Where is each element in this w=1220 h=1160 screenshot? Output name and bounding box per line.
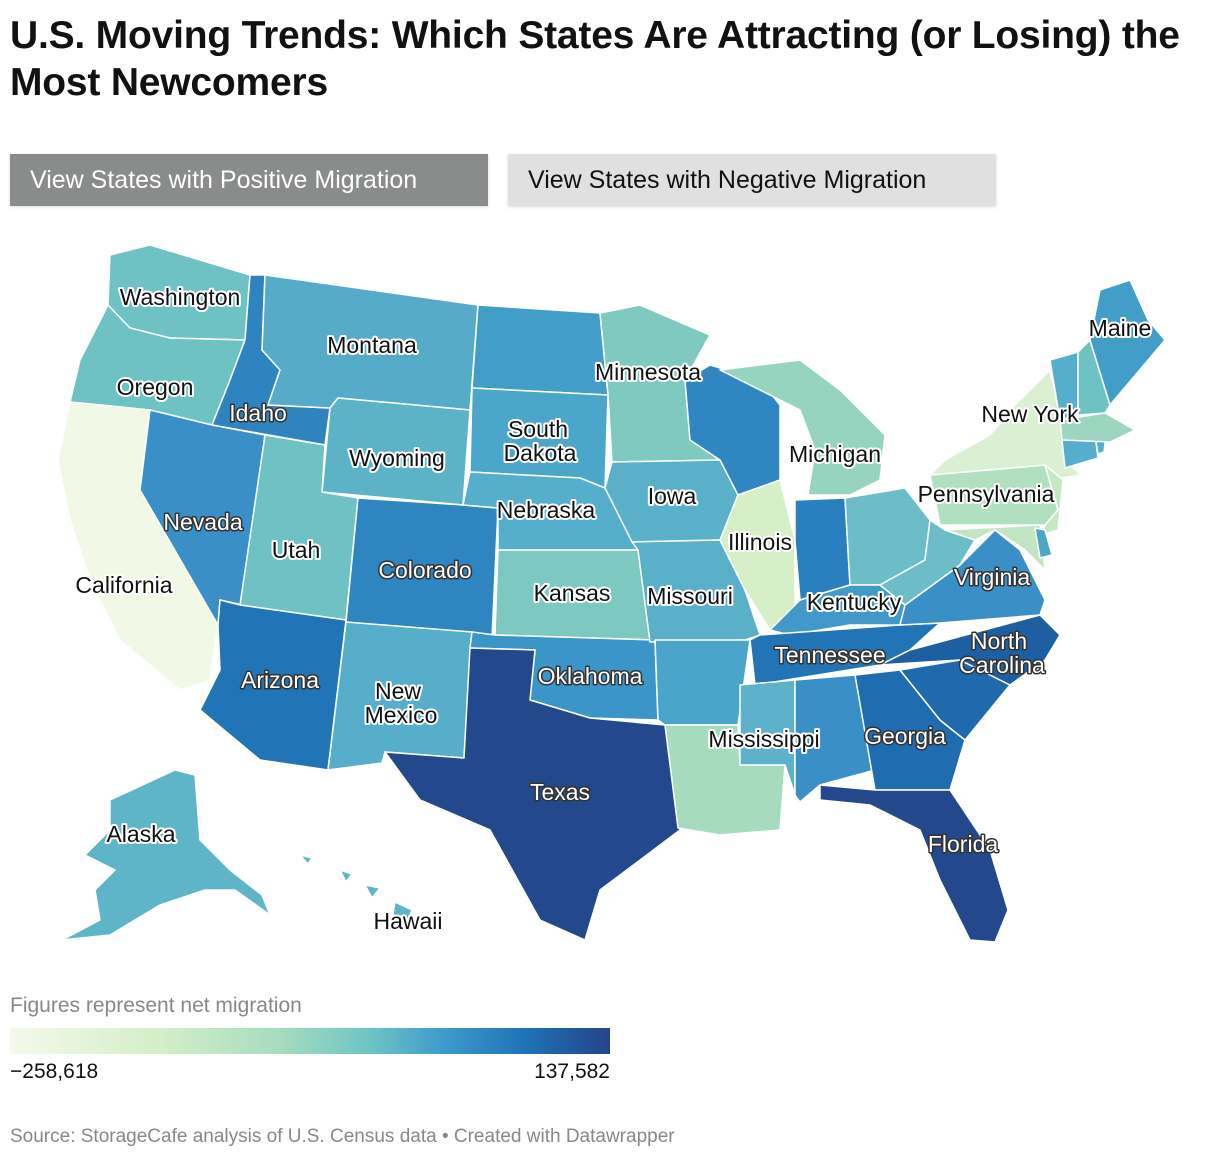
state-colorado[interactable] [345, 497, 499, 639]
negative-migration-button[interactable]: View States with Negative Migration [508, 154, 996, 206]
label-iowa: Iowa [648, 483, 697, 509]
state-indiana[interactable] [794, 497, 851, 601]
label-minnesota: Minnesota [595, 359, 701, 385]
state-new-hampshire[interactable] [1077, 339, 1111, 416]
label-carolina: Carolina [959, 652, 1045, 678]
state-arkansas[interactable] [654, 639, 751, 726]
state-florida[interactable] [819, 784, 1009, 943]
state-hawaii[interactable] [299, 854, 413, 931]
label-alaska: Alaska [106, 821, 175, 847]
state-texas[interactable] [384, 647, 681, 941]
state-west-virginia[interactable] [879, 519, 976, 606]
label-washington: Washington [120, 284, 241, 310]
label-new: New [375, 678, 421, 704]
label-georgia: Georgia [864, 723, 946, 749]
label-arizona: Arizona [241, 667, 319, 693]
page-title: U.S. Moving Trends: Which States Are Att… [10, 14, 1180, 104]
label-colorado: Colorado [378, 557, 471, 583]
legend-min-value: −258,618 [10, 1060, 99, 1083]
state-wyoming[interactable] [321, 397, 471, 506]
label-nebraska: Nebraska [497, 497, 596, 523]
state-maine[interactable] [1089, 279, 1166, 406]
label-oklahoma: Oklahoma [538, 663, 643, 689]
legend-max-value: 137,582 [534, 1060, 610, 1083]
label-montana: Montana [327, 332, 417, 358]
legend-color-scale [10, 1028, 610, 1054]
state-mississippi[interactable] [739, 679, 796, 796]
label-south: South [508, 416, 568, 442]
label-kentucky: Kentucky [807, 589, 902, 615]
state-south-carolina[interactable] [899, 659, 1011, 741]
label-idaho: Idaho [229, 400, 287, 426]
label-california: California [75, 572, 172, 598]
label-north: North [971, 628, 1027, 654]
label-dakota: Dakota [504, 440, 577, 466]
label-michigan: Michigan [789, 441, 881, 467]
label-maine: Maine [1089, 315, 1152, 341]
source-note: Source: StorageCafe analysis of U.S. Cen… [10, 1126, 675, 1147]
state-north-carolina[interactable] [879, 614, 1061, 686]
label-mexico: Mexico [365, 702, 438, 728]
label-oregon: Oregon [117, 374, 194, 400]
label-kansas: Kansas [534, 580, 611, 606]
label-hawaii: Hawaii [373, 908, 442, 934]
label-missouri: Missouri [647, 583, 733, 609]
us-choropleth-map: Washington Montana Oregon Idaho Minnesot… [57, 244, 1166, 943]
label-new-york: New York [981, 401, 1079, 427]
label-utah: Utah [272, 537, 321, 563]
positive-migration-button[interactable]: View States with Positive Migration [10, 154, 488, 206]
state-labels: Washington Montana Oregon Idaho Minnesot… [73, 282, 1153, 936]
label-pennsylvania: Pennsylvania [918, 481, 1055, 507]
state-north-dakota[interactable] [471, 304, 609, 396]
label-illinois: Illinois [728, 529, 792, 555]
legend-title: Figures represent net migration [10, 994, 302, 1017]
label-florida: Florida [928, 831, 999, 857]
label-nevada: Nevada [163, 509, 242, 535]
state-delaware[interactable] [1034, 527, 1053, 559]
label-virginia: Virginia [954, 564, 1030, 590]
state-michigan[interactable] [719, 359, 886, 496]
state-louisiana[interactable] [664, 724, 786, 836]
state-alaska[interactable] [61, 769, 271, 941]
label-wyoming: Wyoming [349, 445, 445, 471]
label-texas: Texas [530, 779, 590, 805]
label-tennessee: Tennessee [774, 642, 885, 668]
state-maryland[interactable] [944, 524, 1046, 571]
label-mississippi: Mississippi [708, 726, 819, 752]
